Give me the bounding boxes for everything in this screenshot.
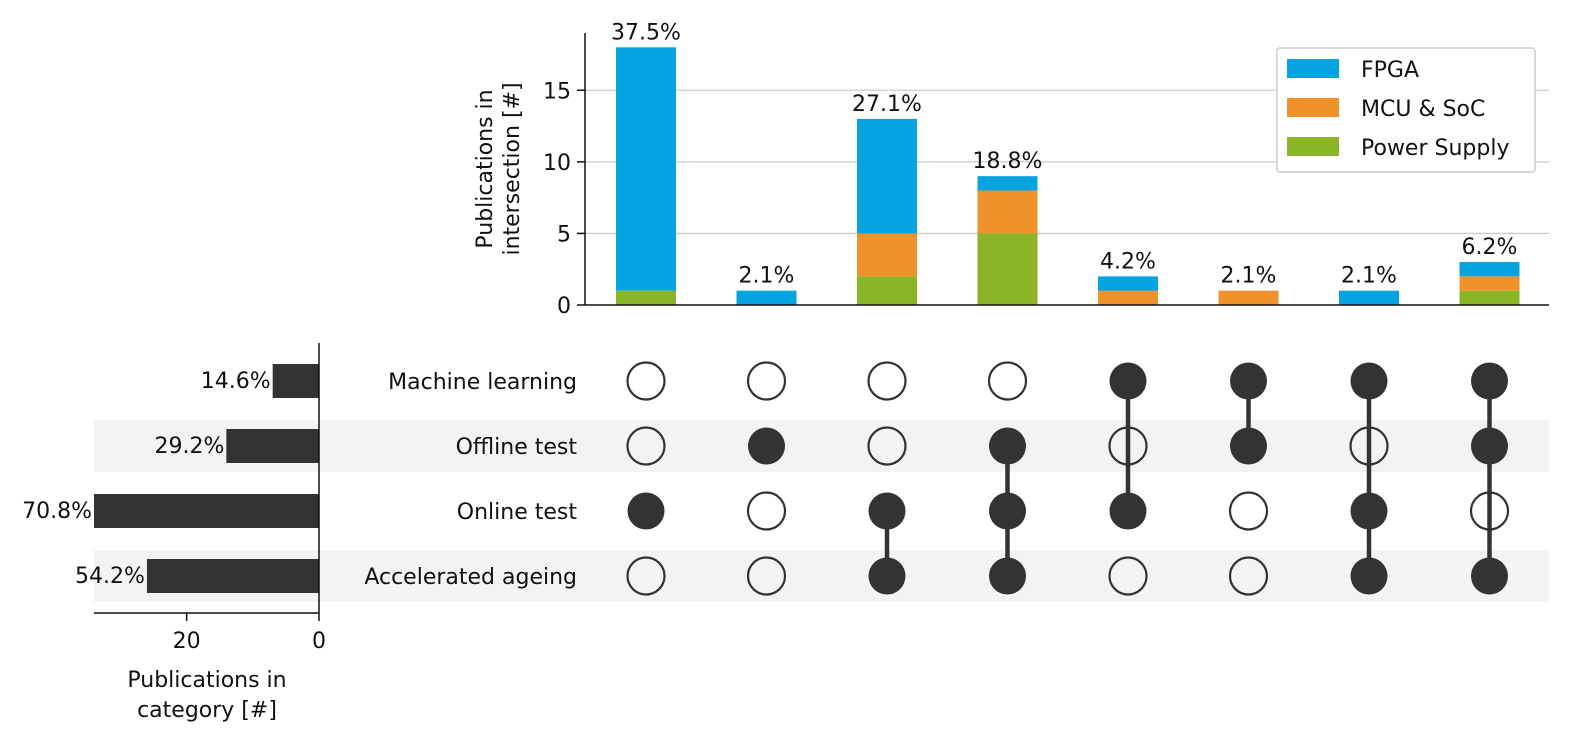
bar-segment-power-supply	[857, 276, 917, 305]
row-stripe	[94, 550, 1549, 602]
bar-segment-mcu-soc	[857, 233, 917, 277]
bar-percent-label: 4.2%	[1100, 249, 1156, 274]
bar-percent-label: 6.2%	[1462, 235, 1518, 260]
legend: FPGA MCU & SoC Power Supply	[1276, 47, 1536, 173]
category-percent-label: 54.2%	[75, 564, 145, 589]
category-bar	[226, 429, 319, 463]
membership-dot-filled	[989, 557, 1026, 595]
membership-dot-filled	[1350, 492, 1388, 530]
membership-dot-empty	[626, 556, 666, 596]
intersection-y-axis: 0 5 10 15 Publications inintersection [#]	[473, 33, 1549, 319]
bar-segment-fpga	[1098, 276, 1158, 291]
y-tick-label: 0	[557, 294, 571, 319]
intersection-percent-labels: 37.5% 2.1% 27.1% 18.8% 4.2% 2.1% 2.1% 6.2%	[611, 20, 1517, 288]
membership-dot-filled	[989, 492, 1026, 530]
legend-label: FPGA	[1361, 58, 1419, 83]
category-row-label: Machine learning	[388, 370, 577, 395]
category-percent-label: 70.8%	[22, 499, 92, 524]
category-x-axis-title-line: Publications in	[127, 668, 286, 693]
bar-segment-mcu-soc	[977, 190, 1038, 234]
row-stripes	[94, 420, 1549, 602]
bar-percent-label: 27.1%	[852, 92, 922, 117]
membership-dot-filled	[868, 557, 906, 595]
category-x-tick-label: 0	[312, 629, 326, 654]
category-x-tick-label: 20	[173, 629, 201, 654]
membership-dot-empty	[626, 426, 666, 466]
membership-dot-filled	[1109, 362, 1147, 400]
bar-segment-mcu-soc	[1218, 290, 1279, 305]
category-percent-label: 29.2%	[154, 434, 224, 459]
category-bar	[94, 494, 319, 528]
membership-dot-filled	[1350, 362, 1388, 400]
legend-swatch	[1287, 59, 1339, 78]
bar-segment-fpga	[1339, 290, 1399, 305]
membership-dot-empty	[1469, 491, 1510, 531]
category-row-label: Online test	[457, 500, 578, 525]
category-x-axis-title: Publications in category [#]	[127, 668, 286, 723]
category-x-axis: 20 0 Publications in category [#]	[94, 343, 326, 723]
membership-dot-filled	[627, 492, 665, 530]
intersection-bars	[616, 47, 1520, 305]
membership-dot-filled	[748, 427, 785, 465]
bar-segment-power-supply	[977, 233, 1038, 305]
membership-dot-empty	[746, 556, 787, 596]
y-axis-title-line: intersection [#]	[500, 82, 525, 255]
y-axis-title: Publications inintersection [#]	[473, 82, 525, 255]
bar-percent-label: 2.1%	[1221, 264, 1277, 289]
y-axis-title-line: Publications in	[473, 89, 498, 248]
y-tick-label: 10	[543, 151, 571, 176]
membership-dot-empty	[1228, 556, 1269, 596]
membership-dot-filled	[1230, 427, 1267, 465]
membership-dot-empty	[1349, 426, 1389, 466]
membership-dot-empty	[1108, 556, 1148, 596]
membership-dot-filled	[989, 427, 1026, 465]
category-bar	[146, 559, 319, 593]
membership-dot-empty	[987, 361, 1028, 401]
y-tick-label: 15	[543, 79, 571, 104]
membership-matrix	[626, 361, 1510, 596]
bar-percent-label: 37.5%	[611, 20, 681, 45]
bar-segment-fpga	[1459, 262, 1520, 277]
category-row-labels: Machine learning Offline test Online test A…	[364, 370, 577, 590]
membership-dot-empty	[1228, 491, 1269, 531]
row-stripe	[94, 420, 1549, 472]
y-tick-label: 5	[557, 222, 571, 247]
membership-dot-filled	[1230, 362, 1267, 400]
legend-box	[1276, 47, 1536, 173]
legend-label: MCU & SoC	[1361, 97, 1485, 122]
membership-dot-filled	[1471, 362, 1508, 400]
category-row-label: Accelerated ageing	[364, 565, 577, 590]
membership-dot-filled	[1471, 557, 1508, 595]
bar-segment-mcu-soc	[1098, 290, 1158, 305]
membership-dot-empty	[746, 491, 787, 531]
bar-percent-label: 2.1%	[1341, 264, 1397, 289]
membership-dot-filled	[1109, 492, 1147, 530]
bar-segment-fpga	[977, 176, 1038, 191]
bar-percent-label: 18.8%	[973, 149, 1043, 174]
legend-swatch	[1287, 98, 1339, 117]
category-bar	[272, 364, 319, 398]
category-row-label: Offline test	[456, 435, 578, 460]
bar-segment-mcu-soc	[1459, 276, 1520, 291]
membership-dot-empty	[746, 361, 787, 401]
category-percent-label: 14.6%	[201, 369, 271, 394]
bar-percent-label: 2.1%	[739, 264, 795, 289]
membership-dot-empty	[1108, 426, 1148, 466]
membership-dot-empty	[626, 361, 666, 401]
bar-segment-fpga	[857, 118, 917, 234]
category-x-axis-title-line: category [#]	[137, 698, 277, 723]
category-bars: 14.6% 29.2% 70.8% 54.2%	[22, 364, 319, 593]
membership-dot-filled	[868, 492, 906, 530]
membership-dot-empty	[867, 426, 907, 466]
bar-segment-fpga	[616, 47, 676, 291]
bar-segment-power-supply	[616, 290, 676, 305]
legend-swatch	[1287, 137, 1339, 156]
bar-segment-fpga	[736, 290, 797, 305]
membership-dot-filled	[1471, 427, 1508, 465]
membership-dot-filled	[1350, 557, 1388, 595]
legend-label: Power Supply	[1361, 136, 1509, 161]
membership-dot-empty	[867, 361, 907, 401]
bar-segment-power-supply	[1459, 290, 1520, 305]
